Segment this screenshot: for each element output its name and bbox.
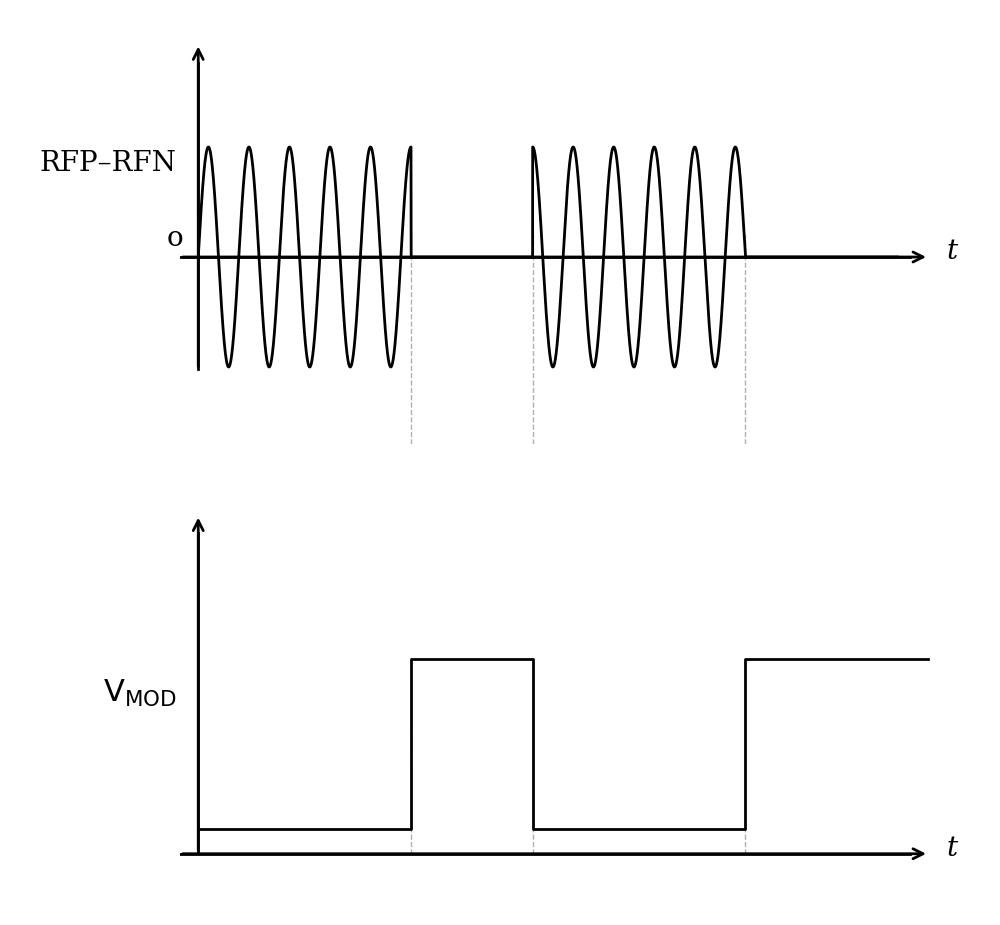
Text: t: t (946, 835, 957, 862)
Text: t: t (946, 238, 957, 265)
Text: RFP–RFN: RFP–RFN (40, 150, 177, 177)
Text: o: o (166, 225, 183, 252)
Text: $\mathrm{V}_{\mathrm{MOD}}$: $\mathrm{V}_{\mathrm{MOD}}$ (103, 678, 177, 709)
